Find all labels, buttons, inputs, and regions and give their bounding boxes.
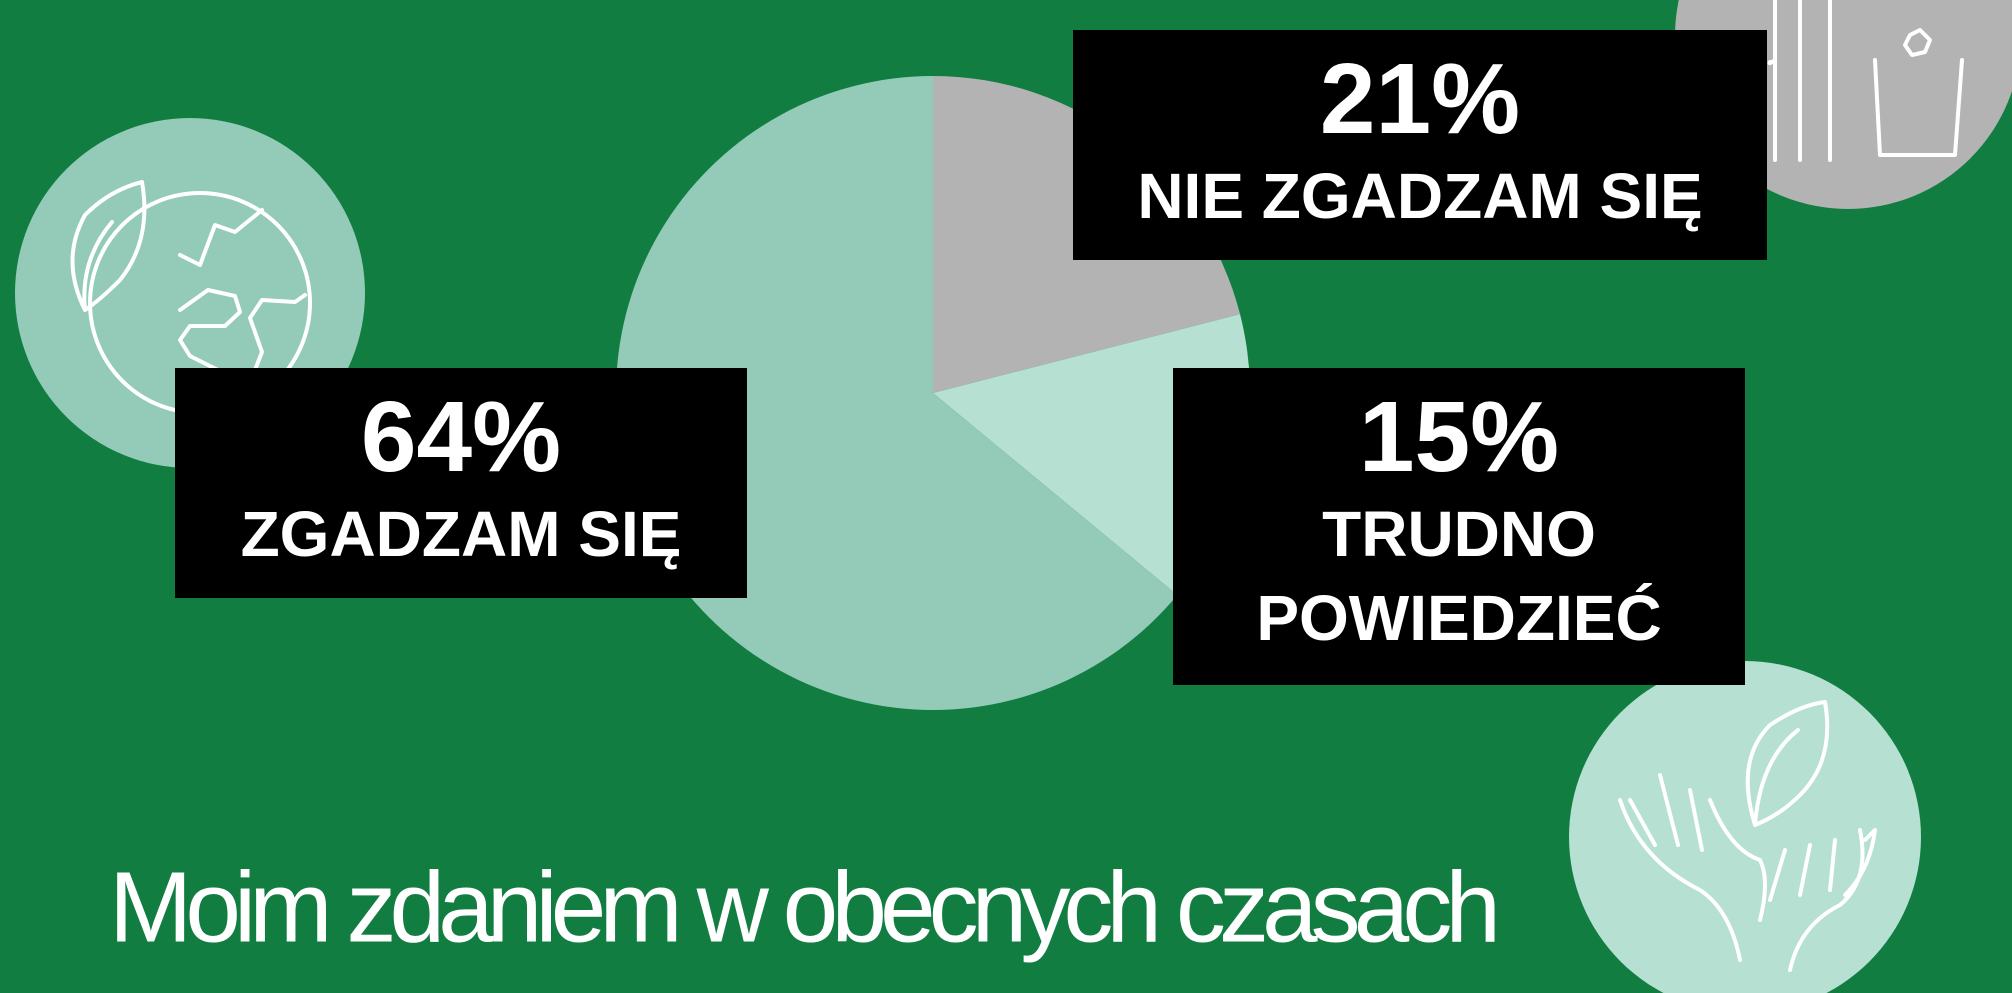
value-label: 64% <box>360 381 562 493</box>
category-label: TRUDNO POWIEDZIEĆ <box>1256 498 1662 654</box>
globe-icon <box>70 180 312 415</box>
pie-slice <box>933 314 1250 596</box>
label-box: 64% ZGADZAM SIĘ <box>175 368 747 598</box>
value-label: 21% <box>1319 43 1521 155</box>
hands-badge <box>1569 661 1921 993</box>
label-box: 21% NIE ZGADZAM SIĘ <box>1073 30 1767 260</box>
trash-icon <box>1767 0 1964 162</box>
pie-slice <box>616 76 1178 711</box>
category-label: ZGADZAM SIĘ <box>240 498 682 570</box>
hands-icon <box>1618 700 1877 972</box>
label-box: 15% TRUDNO POWIEDZIEĆ <box>1173 368 1745 685</box>
value-label: 15% <box>1358 381 1560 493</box>
category-label: NIE ZGADZAM SIĘ <box>1137 160 1703 232</box>
chart-title: Moim zdaniem w obecnych czasach <box>109 851 1501 963</box>
